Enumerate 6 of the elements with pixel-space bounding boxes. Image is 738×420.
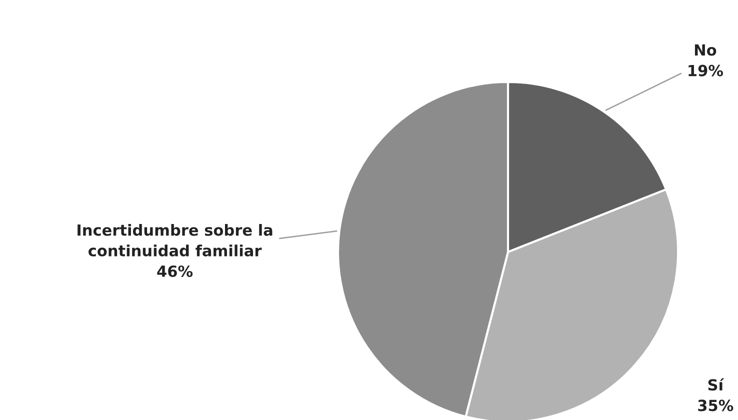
data-label: 35%: [698, 400, 734, 412]
data-label: 19%: [688, 64, 723, 76]
slice-label: Incertidumbre sobre la continuidad familiar: [78, 224, 272, 256]
slice-label: Sí: [708, 378, 724, 391]
data-label: 46%: [157, 265, 193, 278]
slice-label: No: [694, 44, 716, 56]
